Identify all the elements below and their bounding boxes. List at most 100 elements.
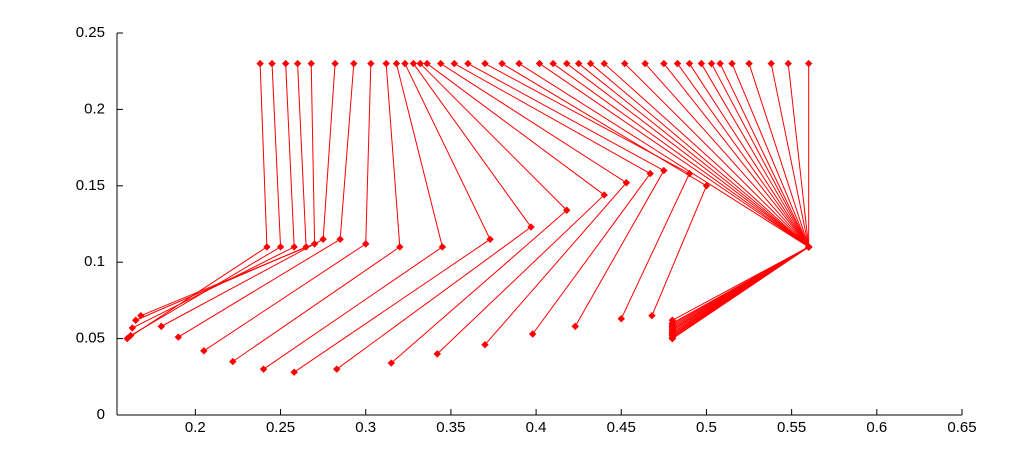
marker <box>200 347 208 355</box>
marker <box>563 59 571 68</box>
x-tick-label: 0.35 <box>436 419 465 436</box>
stick-line <box>130 63 282 336</box>
marker <box>668 334 677 343</box>
marker <box>673 59 682 68</box>
marker <box>697 59 706 68</box>
marker <box>387 359 395 367</box>
marker <box>401 59 409 68</box>
marker <box>302 243 310 251</box>
stick-line <box>232 63 401 362</box>
marker <box>174 333 183 341</box>
marker <box>498 59 506 68</box>
marker <box>259 365 268 373</box>
stick-line <box>440 63 628 346</box>
marker <box>310 240 319 248</box>
marker <box>276 243 285 251</box>
marker <box>128 324 137 332</box>
marker <box>728 59 736 68</box>
marker <box>281 59 290 68</box>
marker <box>620 59 629 68</box>
marker <box>464 59 472 68</box>
marker <box>263 243 271 251</box>
y-tick-label: 0.05 <box>76 330 105 347</box>
x-tick-label: 0.65 <box>947 419 976 436</box>
stick-line <box>603 63 810 321</box>
stick-line <box>672 63 810 324</box>
stick-line <box>126 63 268 340</box>
marker <box>362 240 370 248</box>
stick-line <box>501 63 708 316</box>
marker <box>648 311 656 320</box>
marker <box>641 59 649 68</box>
marker <box>571 322 579 331</box>
marker <box>367 59 375 68</box>
marker <box>716 59 724 68</box>
marker <box>450 59 459 68</box>
stick-line <box>484 63 691 319</box>
marker <box>600 191 608 199</box>
y-tick-label: 0.1 <box>84 253 105 270</box>
marker <box>660 59 668 68</box>
marker <box>528 330 537 338</box>
marker <box>563 206 571 214</box>
marker <box>745 59 753 68</box>
marker <box>481 341 489 349</box>
marker <box>333 365 341 373</box>
marker <box>707 59 716 68</box>
marker <box>535 59 544 68</box>
stick-line <box>263 63 443 370</box>
marker <box>685 59 694 68</box>
stick-line <box>644 63 810 333</box>
marker <box>515 59 523 68</box>
y-tick-label: 0.2 <box>84 100 105 117</box>
marker <box>767 59 775 68</box>
marker <box>433 350 441 358</box>
stick-line <box>539 63 810 336</box>
marker <box>804 59 813 68</box>
marker <box>157 322 166 331</box>
x-tick-label: 0.55 <box>777 419 806 436</box>
stick-line <box>390 63 568 364</box>
marker <box>268 59 276 68</box>
marker <box>527 223 535 231</box>
marker <box>660 166 668 175</box>
stick-line <box>590 63 810 324</box>
marker <box>668 321 677 329</box>
marker <box>436 59 445 68</box>
marker <box>646 169 654 178</box>
marker <box>350 59 358 68</box>
marker <box>702 182 711 190</box>
marker <box>290 243 298 251</box>
y-tick-label: 0.15 <box>76 177 105 194</box>
marker <box>685 169 694 178</box>
marker <box>319 235 327 243</box>
marker <box>409 59 418 68</box>
marker <box>549 59 557 68</box>
marker <box>126 331 135 340</box>
y-tick-label: 0.25 <box>76 24 105 41</box>
marker <box>423 59 431 68</box>
x-tick-label: 0.4 <box>526 419 547 436</box>
marker <box>784 59 792 68</box>
marker <box>336 235 344 243</box>
marker <box>137 311 145 320</box>
marker <box>256 59 264 68</box>
x-tick-label: 0.45 <box>607 419 636 436</box>
stick-line <box>672 63 810 326</box>
x-tick-label: 0.2 <box>185 419 206 436</box>
x-tick-label: 0.3 <box>355 419 376 436</box>
marker <box>229 357 237 366</box>
x-tick-label: 0.5 <box>696 419 717 436</box>
marker <box>617 315 625 323</box>
marker <box>307 59 315 68</box>
marker <box>574 59 583 68</box>
x-tick-label: 0.25 <box>266 419 295 436</box>
marker <box>481 59 489 68</box>
marker <box>416 59 424 68</box>
marker <box>600 59 608 68</box>
marker <box>486 235 494 243</box>
stick-line <box>578 63 810 327</box>
marker <box>586 59 595 68</box>
